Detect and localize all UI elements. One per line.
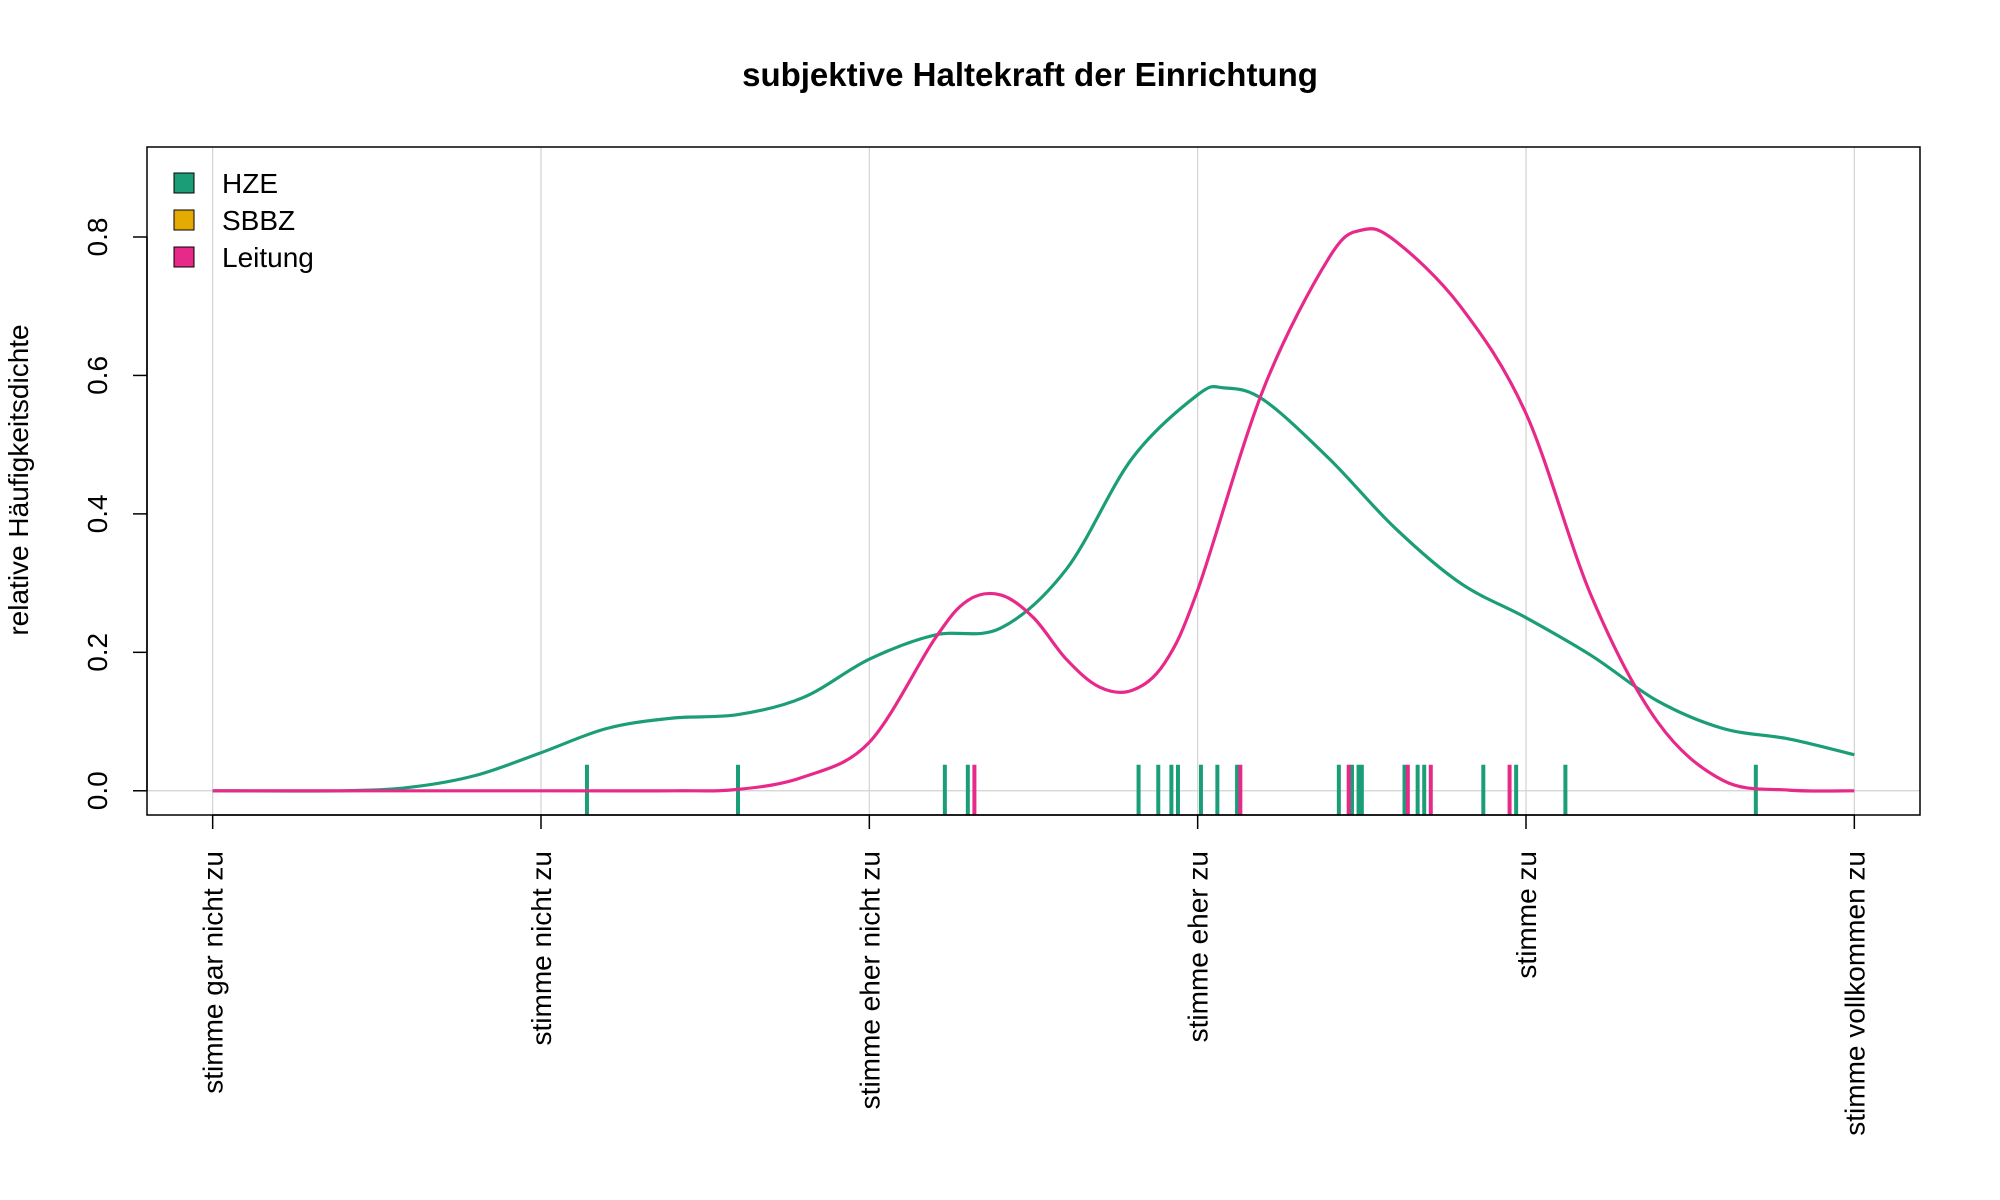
legend-swatch-sbbz <box>173 209 195 231</box>
legend-label: HZE <box>222 168 278 199</box>
y-tick-label: 0.6 <box>82 356 113 395</box>
chart-title: subjektive Haltekraft der Einrichtung <box>742 56 1318 93</box>
density-curve-leitung <box>212 227 1855 793</box>
density-curves <box>212 227 1855 793</box>
y-axis: 0.0 0.2 0.4 0.6 0.8 <box>82 218 148 810</box>
legend: HZE SBBZ Leitung <box>173 168 314 273</box>
y-tick-label: 0.4 <box>82 494 113 533</box>
x-axis: stimme gar nicht zu stimme nicht zu stimme… <box>198 814 1870 1136</box>
y-tick-label: 0.8 <box>82 218 113 257</box>
density-curve-hze <box>212 385 1855 793</box>
legend-swatch-leitung <box>173 246 195 268</box>
legend-label: Leitung <box>222 242 314 273</box>
y-axis-label: relative Häufigkeitsdichte <box>3 324 34 635</box>
x-tick-label: stimme gar nicht zu <box>198 851 229 1094</box>
rug-marks <box>584 764 1758 815</box>
y-tick-label: 0.2 <box>82 633 113 672</box>
x-tick-label: stimme vollkommen zu <box>1839 851 1870 1136</box>
x-tick-label: stimme nicht zu <box>526 851 557 1046</box>
legend-swatch-hze <box>173 172 195 194</box>
legend-label: SBBZ <box>222 205 295 236</box>
x-tick-label: stimme eher nicht zu <box>854 851 885 1109</box>
x-tick-label: stimme eher zu <box>1183 851 1214 1042</box>
y-tick-label: 0.0 <box>82 771 113 810</box>
x-tick-label: stimme zu <box>1511 851 1542 979</box>
